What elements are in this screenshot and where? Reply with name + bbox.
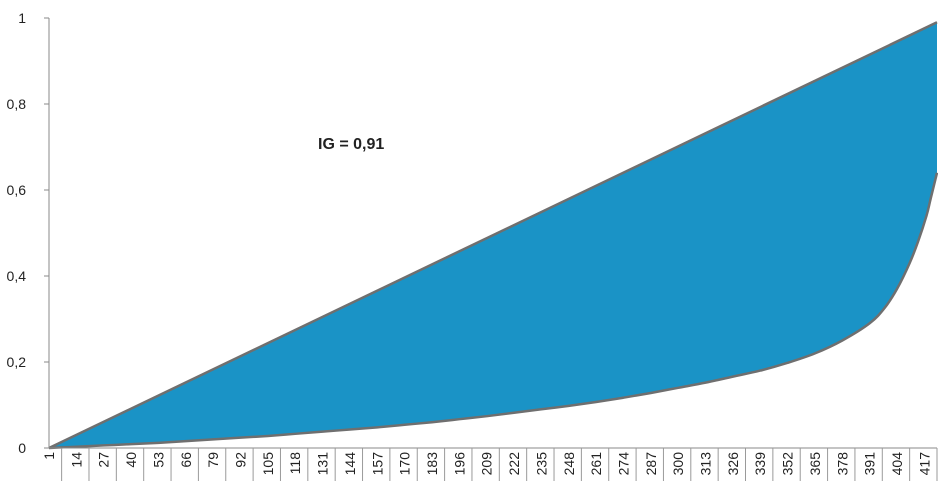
x-tick-label: 105 [260,452,276,476]
x-tick-label: 222 [506,452,522,476]
y-tick-label: 1 [18,10,26,26]
x-tick-label: 352 [780,452,796,476]
x-tick-label: 66 [178,452,194,468]
x-tick-label: 157 [369,452,385,476]
x-tick-label: 53 [150,452,166,468]
x-tick-label: 79 [205,452,221,468]
x-axis: 1 14 27 40 53 66 79 92 105 118 131 144 157 170 183 196 2… [41,447,938,481]
y-tick-label: 0,4 [7,268,27,284]
x-tick-label: 300 [670,452,686,476]
x-tick-label: 417 [916,452,932,476]
x-tick-label: 391 [862,452,878,476]
x-tick-label: 183 [424,452,440,476]
x-tick-label: 287 [643,452,659,476]
x-tick-label: 40 [123,452,139,468]
x-tick-label: 1 [41,452,57,460]
x-tick-label: 313 [698,452,714,476]
x-tick-label: 131 [315,452,331,476]
x-tick-label: 378 [834,452,850,476]
x-tick-label: 92 [232,452,248,468]
x-tick-label: 196 [451,452,467,476]
x-tick-label: 339 [752,452,768,476]
plot-area [48,21,938,450]
x-tick-label: 118 [287,452,303,475]
y-axis: 0 0,2 0,4 0,6 0,8 1 [7,10,50,456]
x-tick-label: 261 [588,452,604,476]
x-tick-label: 326 [725,452,741,476]
x-tick-label: 144 [342,452,358,476]
x-tick-label: 170 [397,452,413,476]
y-tick-label: 0,2 [7,354,27,370]
x-tick-label: 404 [889,452,905,476]
x-tick-label: 274 [615,452,631,476]
x-tick-label: 248 [561,452,577,476]
x-tick-label: 365 [807,452,823,476]
x-tick-label: 235 [533,452,549,476]
x-tick-label: 27 [96,452,112,468]
y-tick-label: 0 [18,440,26,456]
x-tick-label: 209 [479,452,495,476]
y-tick-label: 0,6 [7,182,27,198]
y-tick-label: 0,8 [7,96,27,112]
x-tick-label: 14 [68,452,84,468]
gini-annotation: IG = 0,91 [318,136,384,153]
series-line-lorenz [48,172,938,450]
series-line-equality [48,21,938,450]
